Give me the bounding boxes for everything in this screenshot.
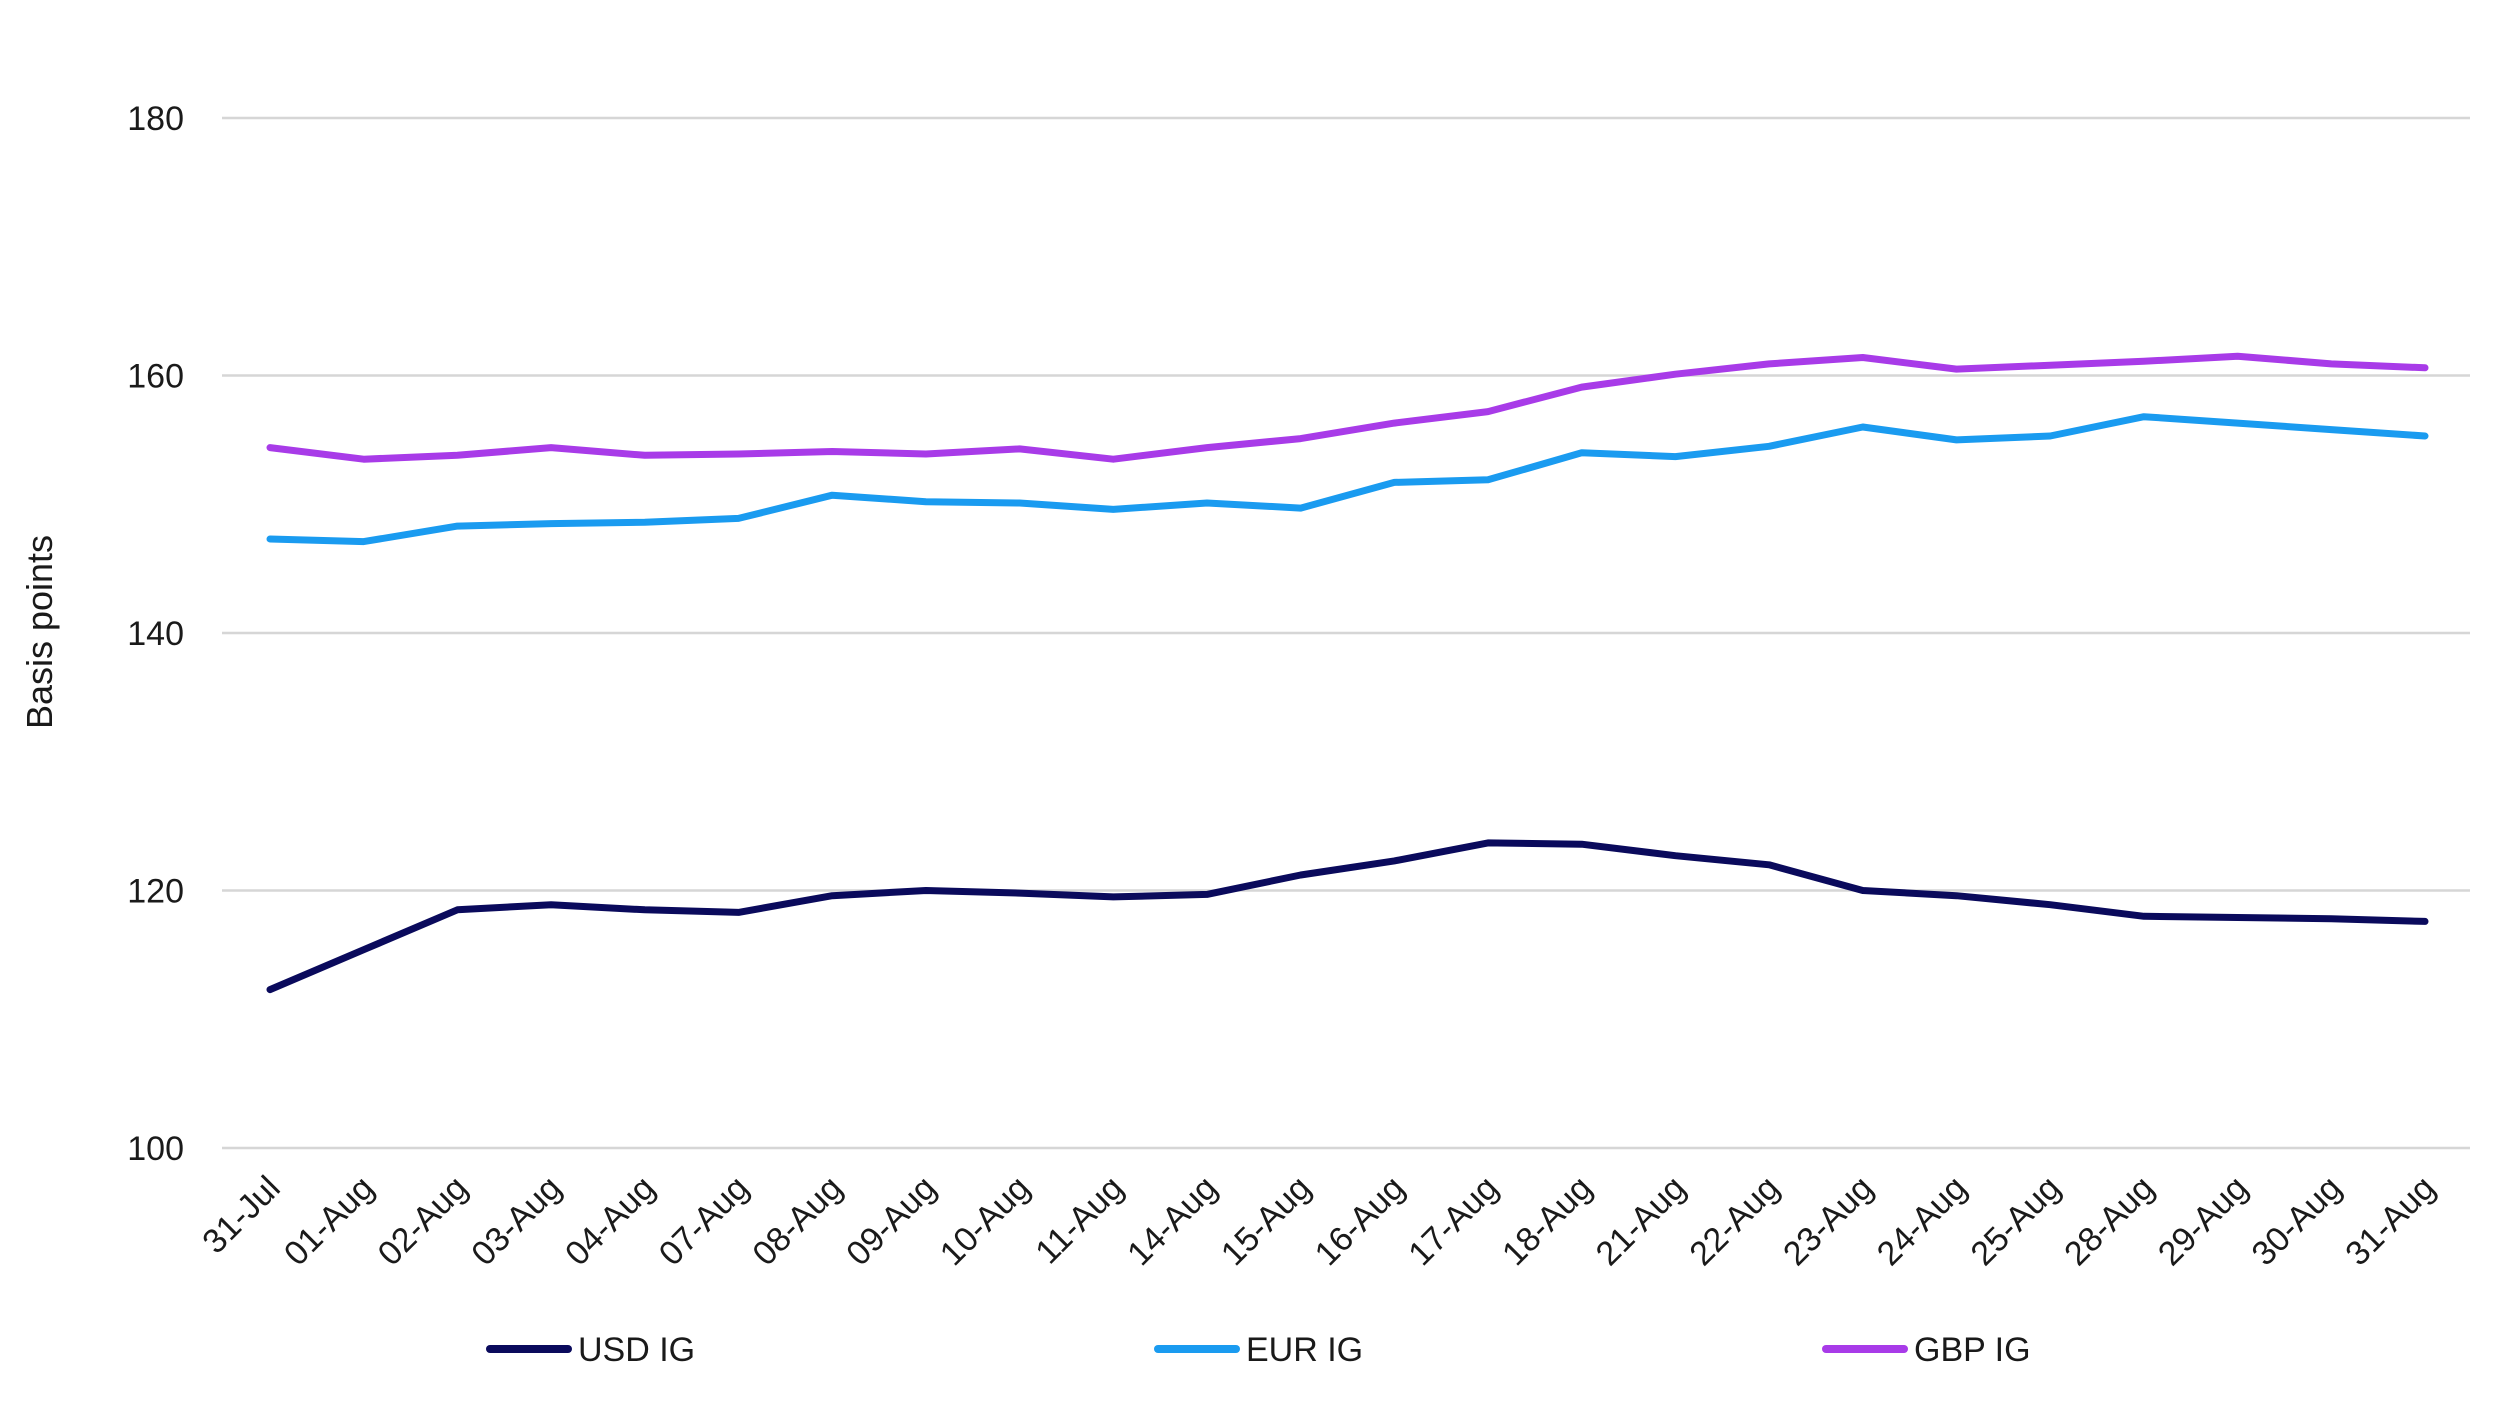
legend: USD IG EUR IG GBP IG [486, 1331, 2031, 1369]
x-tick-label: 23-Aug [1776, 1169, 1880, 1273]
x-tick-label: 21-Aug [1589, 1169, 1693, 1273]
x-tick-label: 14-Aug [1120, 1169, 1224, 1273]
x-tick-label: 28-Aug [2057, 1169, 2161, 1273]
x-tick-label: 02-Aug [371, 1169, 475, 1273]
y-tick-label: 180 [127, 100, 184, 138]
x-tick-label: 11-Aug [1028, 1169, 1131, 1272]
y-axis-tick-labels: 100 120 140 160 180 [127, 100, 184, 1168]
x-tick-label: 30-Aug [2245, 1169, 2349, 1273]
x-tick-label: 24-Aug [1870, 1169, 1974, 1273]
x-tick-label: 09-Aug [839, 1169, 943, 1273]
x-tick-label: 25-Aug [1963, 1169, 2067, 1273]
gridlines [222, 116, 2470, 1150]
series-line-usd-ig [266, 839, 2429, 994]
y-tick-label: 120 [127, 873, 184, 911]
legend-label-eur-ig: EUR IG [1246, 1331, 1363, 1369]
y-tick-label: 100 [127, 1130, 184, 1168]
x-tick-label: 29-Aug [2151, 1169, 2255, 1273]
x-tick-label: 16-Aug [1308, 1169, 1412, 1273]
x-tick-label: 18-Aug [1495, 1169, 1599, 1273]
x-tick-label: 31-Jul [195, 1169, 287, 1261]
x-tick-label: 08-Aug [745, 1169, 849, 1273]
legend-label-usd-ig: USD IG [578, 1331, 695, 1369]
series-line-gbp-ig [266, 352, 2429, 463]
y-axis-title: Basis points [19, 535, 60, 729]
x-tick-label: 07-Aug [652, 1169, 756, 1273]
y-tick-label: 160 [127, 358, 184, 396]
series-line-eur-ig [266, 413, 2429, 546]
x-tick-label: 31-Aug [2338, 1169, 2442, 1273]
x-tick-label: 15-Aug [1214, 1169, 1318, 1273]
x-tick-label: 03-Aug [464, 1169, 568, 1273]
x-tick-label: 04-Aug [558, 1169, 662, 1273]
x-tick-label: 17-Aug [1401, 1169, 1505, 1273]
x-tick-label: 10-Aug [933, 1169, 1037, 1273]
series-lines [266, 352, 2429, 994]
x-tick-label: 01-Aug [277, 1169, 381, 1273]
y-tick-label: 140 [127, 615, 184, 653]
x-tick-label: 22-Aug [1682, 1169, 1786, 1273]
x-axis-tick-labels: 31-Jul01-Aug02-Aug03-Aug04-Aug07-Aug08-A… [195, 1169, 2442, 1273]
legend-label-gbp-ig: GBP IG [1914, 1331, 2031, 1369]
